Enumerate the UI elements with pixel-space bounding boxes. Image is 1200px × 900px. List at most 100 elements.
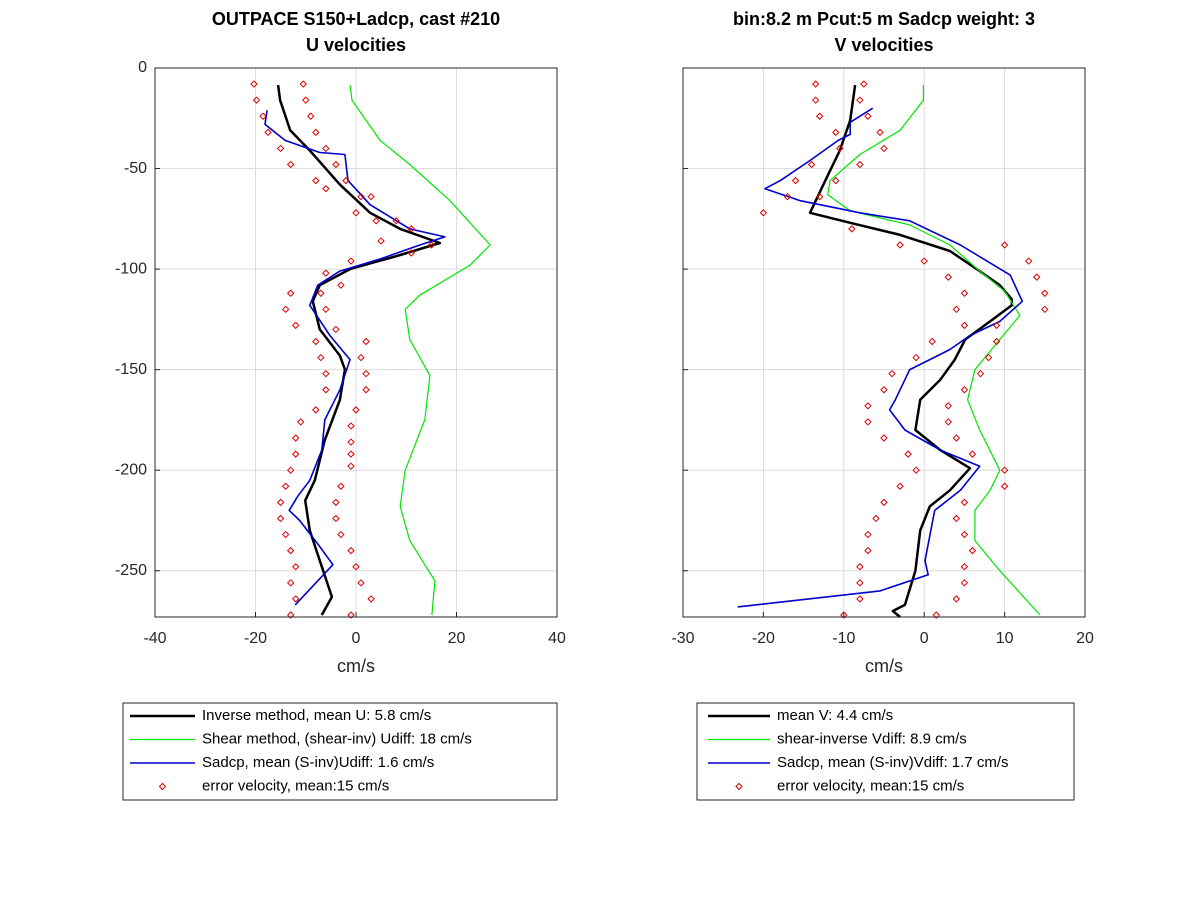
error-marker [332, 325, 340, 334]
error-marker [1000, 241, 1009, 249]
error-marker [1041, 289, 1049, 297]
error-marker [876, 128, 884, 137]
legend-label: Sadcp, mean (S-inv)Udiff: 1.6 cm/s [202, 754, 434, 771]
error-marker [952, 434, 961, 442]
profile-line [349, 85, 491, 616]
error-marker [286, 466, 295, 474]
error-marker [347, 546, 355, 555]
error-marker [332, 514, 340, 523]
error-marker [840, 611, 848, 619]
x-tick-label: -30 [671, 630, 694, 647]
error-marker [864, 418, 872, 426]
error-marker [1041, 305, 1049, 314]
error-marker [960, 321, 969, 330]
error-marker [960, 579, 969, 587]
error-marker [928, 337, 936, 346]
error-marker [367, 192, 375, 201]
axes-box [682, 67, 1086, 618]
error-marker [332, 498, 340, 507]
x-tick-label: 40 [548, 630, 566, 647]
error-marker [992, 321, 1001, 330]
error-marker [322, 369, 330, 378]
error-marker [352, 406, 360, 414]
error-marker [815, 112, 824, 120]
error-marker [286, 611, 295, 619]
error-marker [291, 450, 300, 458]
error-marker [856, 563, 864, 571]
error-marker [791, 176, 800, 185]
x-tick-label: 0 [352, 630, 361, 647]
error-marker [281, 530, 290, 539]
x-tick-label: 0 [920, 630, 929, 647]
error-marker [952, 514, 961, 523]
legend-box [122, 702, 558, 801]
error-marker [352, 563, 360, 571]
legend-label: error velocity, mean:15 cm/s [777, 777, 964, 794]
error-marker [880, 386, 888, 394]
error-marker [347, 611, 355, 619]
error-marker [896, 241, 904, 249]
error-marker [960, 386, 969, 394]
error-marker [856, 96, 864, 104]
error-marker [347, 462, 355, 470]
error-marker [872, 514, 880, 523]
chart-title: U velocities [306, 35, 406, 55]
error-marker [322, 269, 330, 277]
error-marker [264, 128, 272, 137]
error-marker [807, 160, 816, 169]
error-marker [856, 595, 864, 603]
error-marker [322, 386, 330, 394]
error-marker [322, 184, 330, 193]
legend-marker [735, 782, 743, 791]
x-tick-label: -20 [752, 630, 775, 647]
error-marker [252, 96, 261, 104]
error-marker [337, 530, 345, 539]
x-tick-label: 20 [448, 630, 466, 647]
error-marker [880, 144, 888, 153]
error-marker [352, 209, 360, 217]
error-marker [920, 257, 928, 265]
error-marker [291, 563, 300, 571]
error-marker [832, 128, 840, 137]
error-marker [864, 530, 872, 539]
error-marker [944, 418, 953, 426]
error-marker [984, 353, 993, 362]
error-marker [960, 563, 969, 571]
chart-title: bin:8.2 m Pcut:5 m Sadcp weight: 3 [733, 9, 1035, 29]
legend-marker [158, 782, 167, 791]
x-axis-label: cm/s [337, 656, 375, 676]
x-tick-label: -10 [832, 630, 855, 647]
error-marker [960, 498, 969, 507]
error-marker [286, 289, 295, 297]
error-marker [848, 225, 856, 233]
legend-label: mean V: 4.4 cm/s [777, 707, 893, 724]
error-marker [864, 112, 872, 120]
plot-content [250, 80, 491, 619]
error-marker [317, 289, 325, 297]
error-marker [312, 128, 320, 137]
error-marker [312, 337, 320, 346]
error-marker [259, 112, 267, 120]
plot-area [683, 68, 1085, 617]
error-marker [952, 305, 961, 314]
profile-line [827, 85, 1041, 616]
error-marker [307, 112, 315, 120]
error-marker [312, 406, 320, 414]
plot-content [737, 80, 1049, 619]
error-marker [367, 595, 375, 603]
error-marker [864, 546, 872, 555]
error-marker [347, 257, 355, 265]
x-tick-label: 20 [1076, 630, 1094, 647]
error-marker [286, 160, 295, 169]
profile-line [264, 110, 446, 606]
error-marker [362, 337, 370, 346]
error-marker [281, 482, 290, 490]
error-marker [322, 144, 330, 153]
error-marker [342, 176, 350, 185]
error-marker [317, 353, 325, 362]
error-marker [864, 402, 872, 410]
error-marker [291, 434, 300, 442]
legend-label: shear-inverse Vdiff: 8.9 cm/s [777, 730, 967, 747]
error-marker [302, 96, 310, 104]
error-marker [286, 579, 295, 587]
